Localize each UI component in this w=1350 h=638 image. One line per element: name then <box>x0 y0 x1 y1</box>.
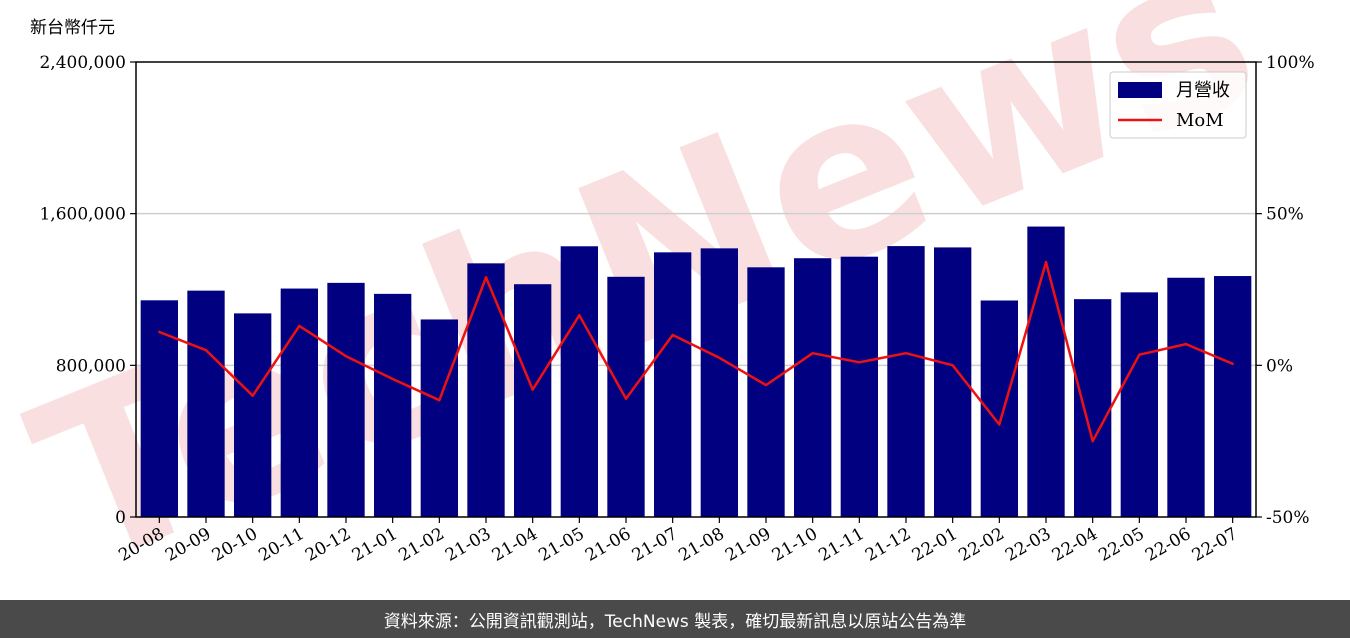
mom-line <box>158 260 1234 443</box>
x-tick-label-21-04: 21-04 <box>489 524 541 566</box>
mom-point-22-01 <box>951 364 954 367</box>
mom-point-21-01 <box>391 377 394 381</box>
mom-point-21-02 <box>438 399 441 402</box>
legend: 月營收 MoM <box>1109 71 1247 139</box>
mom-line-series <box>158 260 1234 443</box>
mom-point-20-10 <box>251 394 254 397</box>
right-tick-label-3: 100% <box>1266 53 1315 73</box>
x-tick-label-22-06: 22-06 <box>1142 524 1194 566</box>
right-tick-label-2: 50% <box>1266 205 1304 225</box>
x-tick-label-22-07: 22-07 <box>1189 524 1241 566</box>
right-tick-label-1: 0% <box>1266 356 1293 376</box>
bar-21-08 <box>700 248 738 517</box>
bar-21-05 <box>560 246 598 517</box>
bar-21-11 <box>840 256 878 517</box>
mom-point-22-04 <box>1091 439 1094 443</box>
mom-point-21-04 <box>531 388 534 391</box>
bar-21-12 <box>887 246 925 517</box>
x-tick-label-22-02: 22-02 <box>955 524 1007 566</box>
mom-point-22-03 <box>1044 261 1048 264</box>
mom-point-21-06 <box>624 397 628 400</box>
x-tick-label-21-11: 21-11 <box>815 524 867 566</box>
mom-point-21-12 <box>904 352 908 355</box>
bar-22-03 <box>1027 226 1065 517</box>
bar-21-09 <box>747 267 785 517</box>
mom-point-21-03 <box>484 276 488 279</box>
x-tick-label-21-03: 21-03 <box>442 524 494 566</box>
x-tick-label-21-06: 21-06 <box>582 524 634 566</box>
mom-point-20-09 <box>204 348 208 352</box>
mom-point-22-07 <box>1231 362 1234 366</box>
legend-label-line: MoM <box>1176 110 1224 131</box>
x-tick-label-21-09: 21-09 <box>722 524 774 566</box>
footer-source-text: 資料來源：公開資訊觀測站，TechNews 製表，確切最新訊息以原站公告為準 <box>383 611 967 632</box>
x-tick-label-21-08: 21-08 <box>675 524 727 566</box>
left-tick-label-1: 800,000 <box>56 356 126 376</box>
left-tick-label-2: 1,600,000 <box>39 205 126 225</box>
x-tick-label-22-04: 22-04 <box>1049 524 1101 566</box>
bar-22-05 <box>1120 292 1158 517</box>
mom-point-22-02 <box>998 423 1001 426</box>
x-tick-label-22-03: 22-03 <box>1002 524 1054 566</box>
bar-20-11 <box>280 288 318 517</box>
y-axis-unit-label: 新台幣仟元 <box>30 18 115 38</box>
x-tick-label-21-01: 21-01 <box>349 524 401 566</box>
mom-point-21-05 <box>578 314 581 317</box>
mom-point-20-08 <box>158 330 161 334</box>
bar-21-01 <box>374 293 412 517</box>
legend-swatch-bar <box>1118 82 1162 98</box>
mom-point-21-09 <box>764 383 768 387</box>
mom-point-21-07 <box>671 333 674 337</box>
x-tick-label-21-10: 21-10 <box>769 524 821 566</box>
x-tick-label-21-05: 21-05 <box>535 524 587 566</box>
right-tick-label-0: -50% <box>1266 508 1310 528</box>
left-tick-label-3: 2,400,000 <box>39 53 126 73</box>
mom-point-20-11 <box>298 324 301 328</box>
gridlines <box>136 212 1256 367</box>
bar-20-12 <box>327 282 365 517</box>
bar-21-10 <box>794 258 832 517</box>
bar-21-07 <box>654 252 692 517</box>
plot-frame <box>135 61 1257 518</box>
bar-21-03 <box>467 263 505 517</box>
x-tick-label-21-12: 21-12 <box>862 524 914 566</box>
mom-point-22-06 <box>1184 342 1188 346</box>
left-tick-label-0: 0 <box>115 508 126 528</box>
bar-series <box>140 226 1252 517</box>
bar-21-04 <box>514 284 552 517</box>
bar-22-07 <box>1214 276 1252 517</box>
chart-canvas: TechNews 新台幣仟元 0800,0001,600,0002,400,00… <box>2 0 1315 600</box>
x-tick-label-22-01: 22-01 <box>909 524 961 566</box>
bar-21-02 <box>420 319 458 517</box>
mom-point-22-05 <box>1138 353 1141 356</box>
mom-point-21-10 <box>811 352 814 355</box>
bar-20-10 <box>234 313 272 517</box>
mom-point-20-12 <box>344 355 348 358</box>
x-tick-label-21-07: 21-07 <box>629 524 681 566</box>
bar-22-04 <box>1074 299 1112 517</box>
mom-point-21-08 <box>718 356 721 359</box>
footer-source: 資料來源：公開資訊觀測站，TechNews 製表，確切最新訊息以原站公告為準 <box>0 600 1350 638</box>
x-tick-label-22-05: 22-05 <box>1095 524 1147 566</box>
bar-22-06 <box>1167 277 1205 517</box>
mom-point-21-11 <box>858 361 861 364</box>
bar-20-09 <box>187 290 225 517</box>
x-tick-label-21-02: 21-02 <box>395 524 447 566</box>
legend-label-bar: 月營收 <box>1176 80 1230 101</box>
